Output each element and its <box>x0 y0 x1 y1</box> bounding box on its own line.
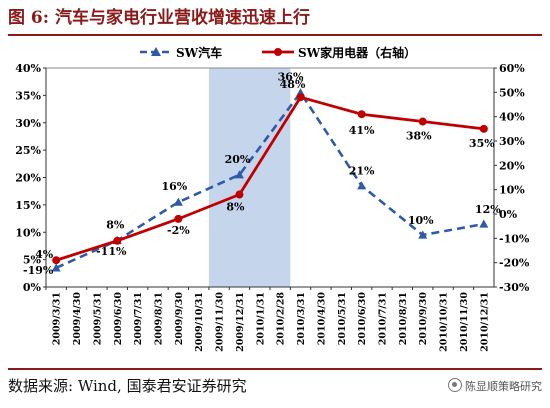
x-tick-label: 2009/7/31 <box>133 292 144 345</box>
revenue-growth-chart: 0%5%10%15%20%25%30%35%40%-30%-20%-10%0%1… <box>15 45 530 352</box>
right-tick-label: -20% <box>499 257 530 270</box>
x-tick-label: 2010/7/31 <box>378 292 389 345</box>
sw-auto-series-line <box>55 90 485 270</box>
sw-appliance-data-label: 41% <box>349 124 375 137</box>
x-tick-label: 2010/12/31 <box>479 292 490 352</box>
sw-appliance-data-label: 35% <box>469 137 495 150</box>
sw-appliance-point <box>479 124 488 133</box>
watermark-text: 陈显顺策略研究 <box>465 380 542 393</box>
x-tick-label: 2009/6/30 <box>113 292 124 346</box>
x-tick-label: 2010/4/30 <box>316 292 327 346</box>
sw-appliance-legend-marker <box>274 48 282 56</box>
x-tick-label: 2009/5/31 <box>92 292 103 345</box>
sw-auto-point <box>418 230 428 239</box>
figure-title: 图 6: 汽车与家电行业营收增速迅速上行 <box>8 8 310 28</box>
left-tick-label: 25% <box>15 144 41 157</box>
sw-auto-data-label: 4% <box>35 248 54 261</box>
sw-auto-data-label: 10% <box>408 214 434 227</box>
x-tick-label: 2010/6/30 <box>357 292 368 346</box>
right-tick-label: 50% <box>499 86 525 99</box>
wechat-account-icon <box>448 378 462 392</box>
sw-auto-point <box>234 170 244 179</box>
left-tick-label: 40% <box>15 62 41 75</box>
x-tick-label: 2009/10/31 <box>194 292 205 352</box>
sw-appliance-data-label: 48% <box>280 78 306 91</box>
sw-appliance-point <box>235 190 244 199</box>
right-tick-label: 60% <box>499 62 525 75</box>
title-divider <box>8 34 542 36</box>
left-tick-label: 10% <box>15 226 41 239</box>
right-tick-label: 30% <box>499 135 525 148</box>
sw-appliance-data-label: -11% <box>96 245 127 258</box>
sw-auto-point <box>51 263 61 272</box>
sw-auto-data-label: 36% <box>278 71 304 84</box>
left-tick-label: 5% <box>23 254 42 267</box>
sw-appliance-series-line <box>55 95 484 262</box>
left-tick-label: 20% <box>15 172 41 185</box>
x-tick-label: 2010/10/31 <box>439 292 450 352</box>
right-tick-label: 10% <box>499 184 525 197</box>
sw-appliance-point <box>52 256 61 265</box>
right-tick-label: -10% <box>499 232 530 245</box>
sw-appliance-data-label: -2% <box>167 224 190 237</box>
sw-auto-data-label: 20% <box>225 153 251 166</box>
sw-appliance-point <box>296 93 305 102</box>
x-tick-label: 2010/9/30 <box>418 292 429 346</box>
x-tick-label: 2009/12/31 <box>235 292 246 352</box>
right-tick-label: 0% <box>499 208 518 221</box>
sw-auto-data-label: 8% <box>106 218 125 231</box>
sw-appliance-data-label: 8% <box>226 201 245 214</box>
x-tick-label: 2010/2/28 <box>276 292 287 346</box>
left-tick-label: 15% <box>15 199 41 212</box>
left-tick-label: 0% <box>23 281 42 294</box>
sw-auto-point <box>173 197 183 206</box>
left-tick-label: 30% <box>15 117 41 130</box>
source-note: 数据来源: Wind, 国泰君安证券研究 <box>8 377 247 395</box>
sw-auto-data-label: 21% <box>349 165 375 178</box>
sw-auto-legend-marker <box>151 47 161 56</box>
x-tick-label: 2010/1/31 <box>255 292 266 345</box>
x-tick-label: 2009/11/30 <box>215 292 226 352</box>
right-tick-label: -30% <box>499 281 530 294</box>
x-tick-label: 2010/8/31 <box>398 292 409 345</box>
left-tick-label: 35% <box>15 89 41 102</box>
x-tick-label: 2009/4/30 <box>72 292 83 346</box>
sw-auto-data-label: 12% <box>475 203 501 216</box>
sw-auto-data-label: 16% <box>161 180 187 193</box>
watermark: 陈显顺策略研究 <box>448 378 542 394</box>
x-tick-label: 2009/8/31 <box>154 292 165 345</box>
sw-auto-legend-label: SW汽车 <box>176 45 222 60</box>
sw-appliance-point <box>418 117 427 126</box>
sw-appliance-point <box>113 236 122 245</box>
x-tick-label: 2009/9/30 <box>174 292 185 346</box>
x-tick-label: 2010/11/30 <box>459 292 470 352</box>
sw-appliance-legend-label: SW家用电器（右轴） <box>298 45 416 60</box>
right-tick-label: 20% <box>499 159 525 172</box>
right-tick-label: 40% <box>499 111 525 124</box>
sw-auto-point <box>357 181 367 190</box>
source-divider <box>8 368 542 370</box>
sw-appliance-point <box>357 110 366 119</box>
x-tick-label: 2009/3/31 <box>52 292 63 345</box>
sw-appliance-data-label: -19% <box>23 264 54 277</box>
x-tick-label: 2010/5/31 <box>337 292 348 345</box>
sw-appliance-data-label: 38% <box>406 130 432 143</box>
sw-auto-point <box>479 219 489 228</box>
sw-appliance-point <box>174 214 183 223</box>
x-tick-label: 2010/3/31 <box>296 292 307 345</box>
